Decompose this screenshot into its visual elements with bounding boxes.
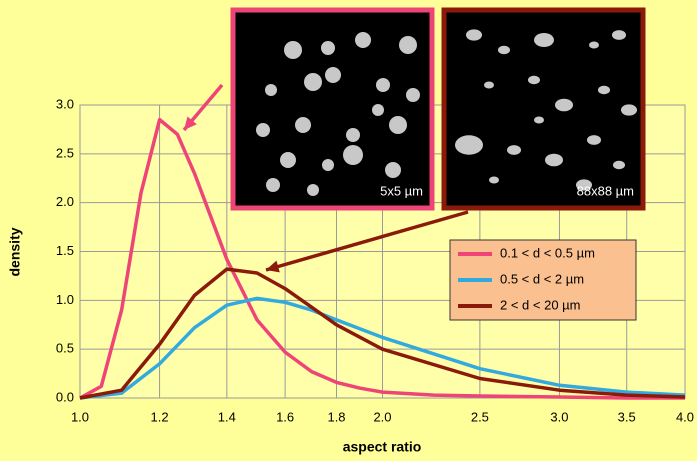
particle (589, 42, 599, 49)
x-tick-label: 1.6 (276, 409, 294, 424)
x-tick-label: 4.0 (676, 409, 694, 424)
particle (295, 117, 311, 133)
particle (385, 162, 401, 178)
y-tick-label: 2.0 (56, 194, 74, 209)
particle (256, 123, 270, 137)
particle (534, 33, 554, 47)
particle (372, 104, 384, 116)
inset-label: 88x88 µm (577, 183, 634, 198)
particle (321, 41, 335, 55)
particle (389, 116, 407, 134)
x-tick-label: 1.8 (327, 409, 345, 424)
particle (555, 99, 573, 112)
y-tick-label: 0.5 (56, 341, 74, 356)
particle (376, 78, 390, 92)
x-tick-label: 3.0 (550, 409, 568, 424)
y-tick-label: 2.5 (56, 145, 74, 160)
particle (613, 161, 625, 169)
particle (498, 46, 510, 54)
legend-label: 0.1 < d < 0.5 µm (500, 245, 595, 260)
particle (545, 154, 563, 167)
particle (325, 67, 341, 83)
particle (343, 145, 363, 165)
x-tick-label: 2.0 (373, 409, 391, 424)
x-axis-label: aspect ratio (343, 439, 422, 455)
inset-label: 5x5 µm (380, 183, 423, 198)
legend-label: 0.5 < d < 2 µm (500, 271, 584, 286)
particle (399, 36, 417, 54)
legend-label: 2 < d < 20 µm (500, 297, 580, 312)
particle (612, 30, 626, 40)
x-tick-label: 1.2 (151, 409, 169, 424)
particle (307, 184, 319, 196)
particle (484, 82, 494, 89)
y-tick-label: 3.0 (56, 96, 74, 111)
x-tick-label: 1.0 (71, 409, 89, 424)
particle (507, 145, 521, 155)
particle (280, 152, 296, 168)
particle (455, 135, 483, 155)
particle (621, 104, 637, 115)
particle (489, 177, 499, 184)
particle (322, 159, 334, 171)
x-tick-label: 1.4 (218, 409, 236, 424)
particle (528, 76, 540, 84)
chart: aspect ratio density 0.0 0.5 1.0 1.5 2.0 2.5 3… (0, 0, 697, 461)
particle (266, 178, 280, 192)
particle (304, 73, 322, 91)
particle (534, 117, 544, 124)
particle (346, 128, 360, 142)
y-tick-label: 1.0 (56, 292, 74, 307)
particle (265, 84, 277, 96)
y-tick-label: 0.0 (56, 389, 74, 404)
particle (466, 29, 482, 40)
y-axis-label: density (7, 227, 23, 276)
x-tick-label: 3.5 (618, 409, 636, 424)
page: aspect ratio density 0.0 0.5 1.0 1.5 2.0 2.5 3… (0, 0, 697, 461)
y-tick-label: 1.5 (56, 243, 74, 258)
particle (587, 135, 601, 145)
x-tick-label: 2.5 (471, 409, 489, 424)
particle (355, 32, 371, 48)
particle (284, 41, 302, 59)
particle (406, 88, 420, 102)
particle (598, 86, 610, 94)
